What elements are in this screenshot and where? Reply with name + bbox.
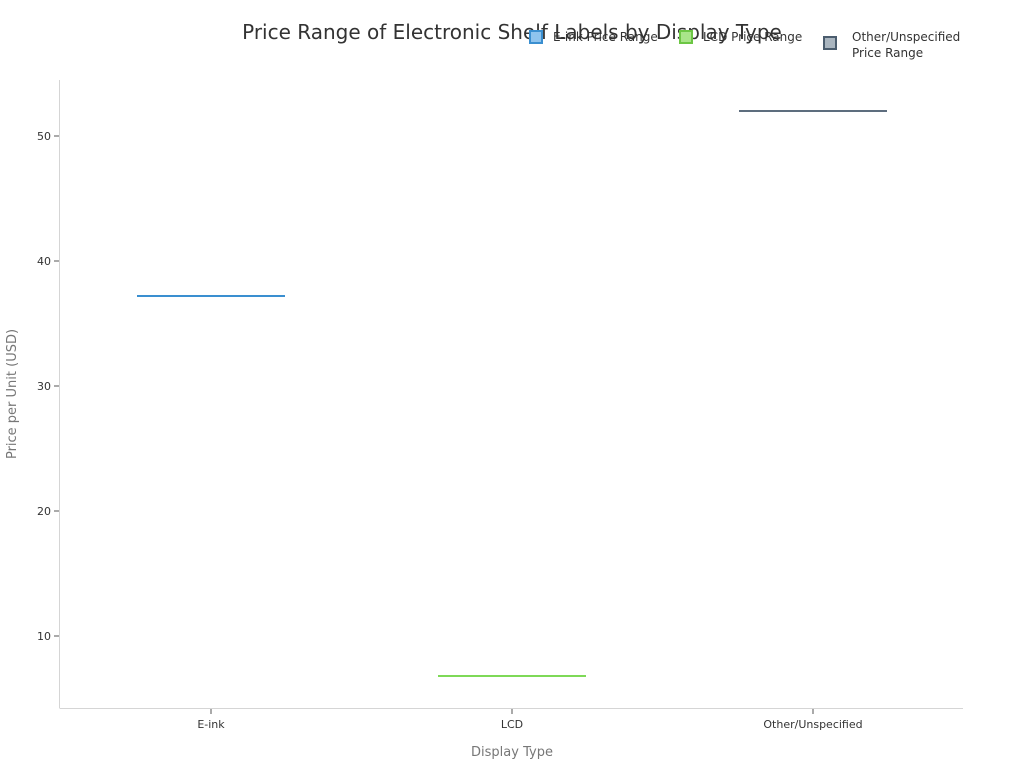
legend-item-other[interactable]: Other/Unspecified Price Range xyxy=(823,29,960,61)
legend-label: LCD Price Range xyxy=(703,30,803,44)
x-tick-label: E-ink xyxy=(197,718,225,731)
y-axis-title: Price per Unit (USD) xyxy=(5,329,20,459)
data-series xyxy=(137,110,887,677)
y-tick-label: 30 xyxy=(37,380,51,393)
y-axis-ticks: 10 20 30 40 50 xyxy=(37,130,59,643)
other-swatch-icon xyxy=(823,36,837,50)
y-tick-label: 50 xyxy=(37,130,51,143)
x-axis-title: Display Type xyxy=(471,745,553,760)
legend-label: Other/Unspecified Price Range xyxy=(852,30,961,60)
x-tick-label: Other/Unspecified xyxy=(763,718,862,731)
y-tick-label: 20 xyxy=(37,505,51,518)
legend-label: E-ink Price Range xyxy=(553,30,658,44)
eink-swatch-icon xyxy=(529,30,543,44)
x-tick-label: LCD xyxy=(501,718,523,731)
lcd-swatch-icon xyxy=(679,30,693,44)
range-bar[interactable] xyxy=(438,675,586,677)
y-tick-label: 40 xyxy=(37,255,51,268)
legend-item-lcd[interactable]: LCD Price Range xyxy=(679,29,802,45)
range-bar[interactable] xyxy=(137,295,285,297)
legend-item-eink[interactable]: E-ink Price Range xyxy=(529,29,658,45)
y-tick-label: 10 xyxy=(37,630,51,643)
range-bar[interactable] xyxy=(739,110,887,112)
x-axis-ticks: E-ink LCD Other/Unspecified xyxy=(197,709,863,731)
